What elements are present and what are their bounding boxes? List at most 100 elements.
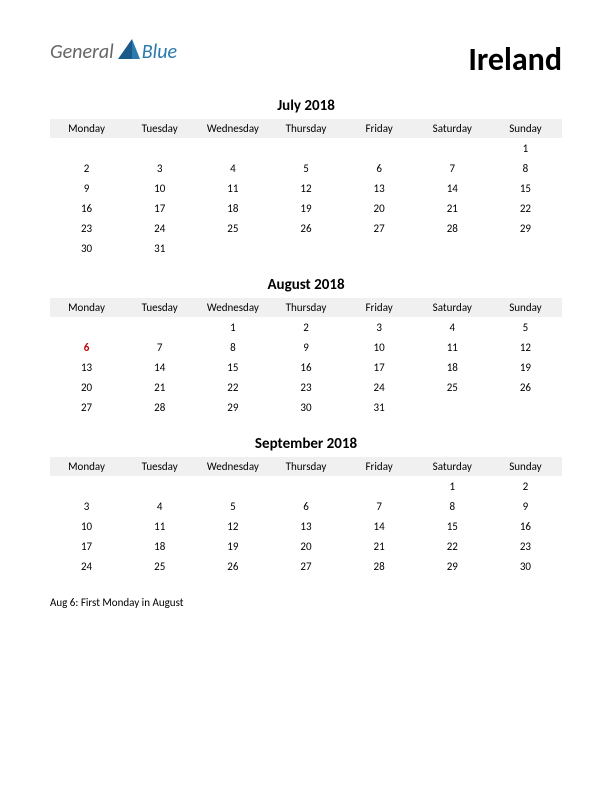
calendar-week: 20212223242526 (50, 377, 562, 397)
calendar-day: 6 (343, 158, 416, 178)
calendar-day: 2 (269, 317, 342, 337)
calendar-day: 24 (343, 377, 416, 397)
calendar-day (196, 476, 269, 496)
calendar-day (123, 138, 196, 158)
day-header: Wednesday (196, 298, 269, 317)
calendar-month: September 2018 MondayTuesdayWednesdayThur… (50, 435, 562, 576)
day-header: Monday (50, 298, 123, 317)
calendar-day (416, 238, 489, 258)
calendar-day: 1 (489, 138, 562, 158)
calendar-day: 12 (196, 516, 269, 536)
calendar-day: 1 (416, 476, 489, 496)
calendar-day: 24 (50, 556, 123, 576)
calendar-day: 15 (489, 178, 562, 198)
day-header: Thursday (269, 298, 342, 317)
calendar-day: 22 (196, 377, 269, 397)
calendar-day: 18 (196, 198, 269, 218)
calendar-day (196, 138, 269, 158)
calendar-day: 19 (489, 357, 562, 377)
calendar-day (343, 238, 416, 258)
calendar-day (269, 238, 342, 258)
logo-text-general: General (50, 40, 114, 64)
day-header: Thursday (269, 457, 342, 476)
calendar-day: 13 (269, 516, 342, 536)
calendar-day: 28 (123, 397, 196, 417)
calendar-day (343, 476, 416, 496)
calendar-day: 9 (50, 178, 123, 198)
calendar-day: 16 (269, 357, 342, 377)
calendar-day: 21 (123, 377, 196, 397)
holiday-notes: Aug 6: First Monday in August (50, 596, 562, 609)
calendar-day: 5 (489, 317, 562, 337)
calendar-day: 20 (269, 536, 342, 556)
calendar-day (123, 317, 196, 337)
calendar-day (196, 238, 269, 258)
day-header: Monday (50, 457, 123, 476)
calendar-day (123, 476, 196, 496)
logo: General Blue (50, 40, 177, 64)
calendar-day: 7 (416, 158, 489, 178)
logo-text-blue: Blue (142, 40, 177, 64)
calendar-day: 10 (343, 337, 416, 357)
month-title: July 2018 (50, 97, 562, 115)
calendar-day: 12 (269, 178, 342, 198)
calendar-day: 29 (416, 556, 489, 576)
calendar-day: 18 (416, 357, 489, 377)
calendar-day (50, 138, 123, 158)
day-header: Friday (343, 119, 416, 138)
calendar-day: 29 (489, 218, 562, 238)
logo-triangle-icon (118, 39, 140, 61)
calendar-day: 15 (196, 357, 269, 377)
calendar-table: MondayTuesdayWednesdayThursdayFridaySatu… (50, 457, 562, 576)
calendar-day (50, 317, 123, 337)
calendar-day (489, 397, 562, 417)
calendar-day: 31 (343, 397, 416, 417)
calendar-day (269, 476, 342, 496)
calendar-day: 3 (343, 317, 416, 337)
day-header: Sunday (489, 119, 562, 138)
calendar-day: 25 (123, 556, 196, 576)
calendar-day: 23 (269, 377, 342, 397)
calendar-day: 28 (343, 556, 416, 576)
calendar-day: 26 (196, 556, 269, 576)
page-header: General Blue Ireland (50, 40, 562, 79)
calendar-day: 6 (269, 496, 342, 516)
calendar-day: 11 (196, 178, 269, 198)
calendar-week: 10111213141516 (50, 516, 562, 536)
day-header: Friday (343, 457, 416, 476)
calendar-day: 14 (123, 357, 196, 377)
calendar-week: 23242526272829 (50, 218, 562, 238)
calendar-week: 3031 (50, 238, 562, 258)
calendar-day: 12 (489, 337, 562, 357)
calendar-day: 13 (343, 178, 416, 198)
calendar-day: 20 (50, 377, 123, 397)
calendar-day (343, 138, 416, 158)
calendar-day: 18 (123, 536, 196, 556)
calendar-week: 2728293031 (50, 397, 562, 417)
calendar-day: 30 (489, 556, 562, 576)
calendar-table: MondayTuesdayWednesdayThursdayFridaySatu… (50, 119, 562, 258)
calendar-day: 27 (269, 556, 342, 576)
calendar-day: 27 (50, 397, 123, 417)
calendar-day: 1 (196, 317, 269, 337)
calendar-day: 14 (416, 178, 489, 198)
calendar-day (416, 397, 489, 417)
calendar-day: 2 (489, 476, 562, 496)
calendar-week: 13141516171819 (50, 357, 562, 377)
calendar-day: 8 (489, 158, 562, 178)
calendar-week: 6789101112 (50, 337, 562, 357)
calendar-day: 23 (50, 218, 123, 238)
month-title: September 2018 (50, 435, 562, 453)
calendar-day: 8 (196, 337, 269, 357)
calendar-day: 30 (50, 238, 123, 258)
calendars-container: July 2018 MondayTuesdayWednesdayThursdayF… (50, 97, 562, 576)
day-header: Sunday (489, 457, 562, 476)
calendar-day: 17 (50, 536, 123, 556)
calendar-day (50, 476, 123, 496)
calendar-day: 14 (343, 516, 416, 536)
day-header: Saturday (416, 457, 489, 476)
calendar-day: 7 (343, 496, 416, 516)
day-header: Friday (343, 298, 416, 317)
calendar-day: 16 (489, 516, 562, 536)
calendar-day: 4 (123, 496, 196, 516)
